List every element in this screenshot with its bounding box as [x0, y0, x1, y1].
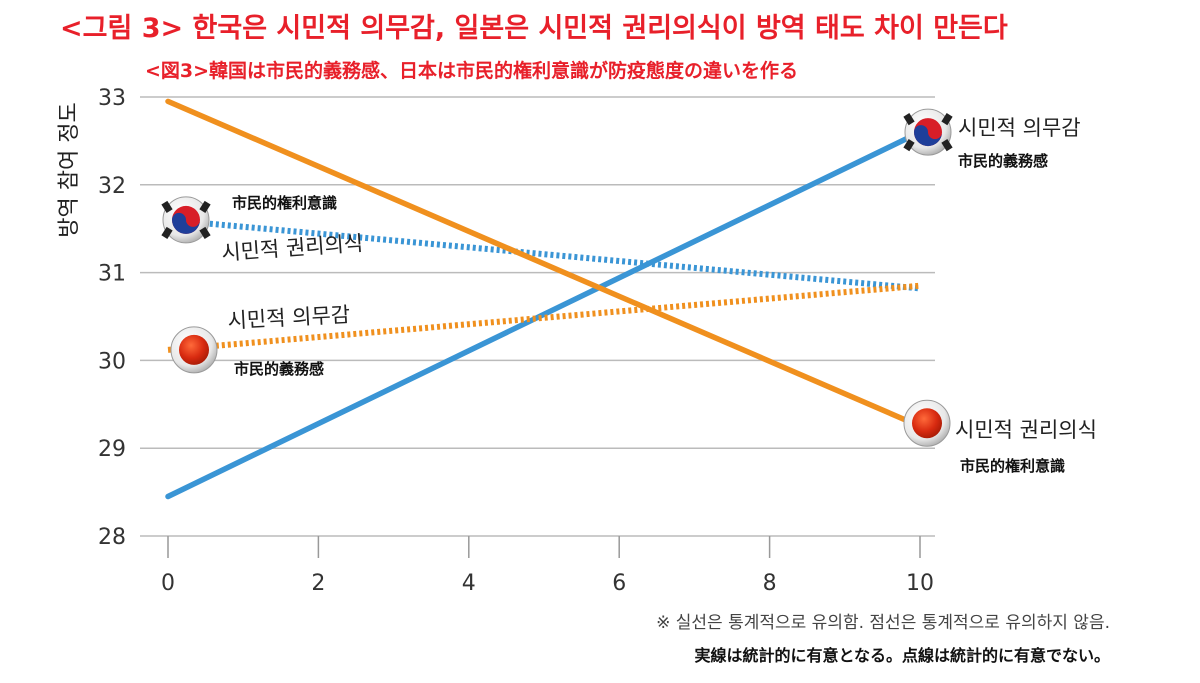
annotation-korea-rights-start-ja: 市民的権利意識: [232, 194, 337, 212]
flag-badge-korea: [161, 196, 211, 244]
series-labels: 시민적 의무감 市民的義務感 시민적 권리의식 市民的権利意識 시민적 의무감 市民的義務…: [221, 116, 1097, 475]
y-tick-label: 31: [98, 262, 126, 287]
series-lines: [165, 98, 923, 500]
x-tick-label: 10: [906, 571, 934, 596]
flag-badge-japan: [170, 326, 218, 374]
x-tick-label: 8: [763, 571, 777, 596]
annotation-japan-rights-end-ko: 시민적 권리의식: [955, 418, 1097, 442]
flag-badge-korea: [903, 108, 953, 156]
annotation-korea-duty-end-ja: 市民的義務感: [958, 152, 1048, 170]
chart-subtitle: <図3>韓国は市民的義務感、日本は市民的権利意識が防疫態度の違いを作る: [145, 60, 799, 82]
y-tick-label: 32: [98, 174, 126, 199]
flag-badges: [161, 108, 953, 447]
y-tick-label: 28: [98, 525, 126, 550]
annotation-japan-duty-start-ja: 市民的義務感: [234, 360, 324, 378]
annotation-japan-duty-start-ko: 시민적 의무감: [227, 303, 351, 333]
y-tick-label: 30: [98, 349, 126, 374]
x-tick-label: 6: [612, 571, 626, 596]
annotation-japan-rights-end-ja: 市民的権利意識: [960, 457, 1065, 475]
y-tick-label: 33: [98, 86, 126, 111]
series-line-japan-solid: [165, 98, 923, 429]
y-axis-label: 방역 참여 정도: [57, 102, 82, 237]
annotation-korea-duty-end-ko: 시민적 의무감: [958, 116, 1081, 140]
axes: 28 29 30 31 32 33 0 2 4 6 8 10 방역 참여 정도: [57, 86, 934, 596]
footnote-korean: ※ 실선은 통계적으로 유의함. 점선은 통계적으로 유의하지 않음.: [656, 613, 1110, 633]
annotation-korea-rights-start-ko: 시민적 권리의식: [221, 231, 364, 265]
x-tick-label: 4: [462, 571, 476, 596]
series-line-korea-solid: [165, 129, 923, 500]
y-tick-label: 29: [98, 437, 126, 462]
x-tick-label: 2: [311, 571, 325, 596]
chart-title: <그림 3> 한국은 시민적 의무감, 일본은 시민적 권리의식이 방역 태도 …: [60, 13, 1008, 44]
footnote-japanese: 実線は統計的に有意となる。点線は統計的に有意でない。: [694, 646, 1110, 665]
flag-badge-japan: [903, 399, 951, 447]
grid-lines: [140, 96, 935, 537]
x-tick-label: 0: [161, 571, 175, 596]
